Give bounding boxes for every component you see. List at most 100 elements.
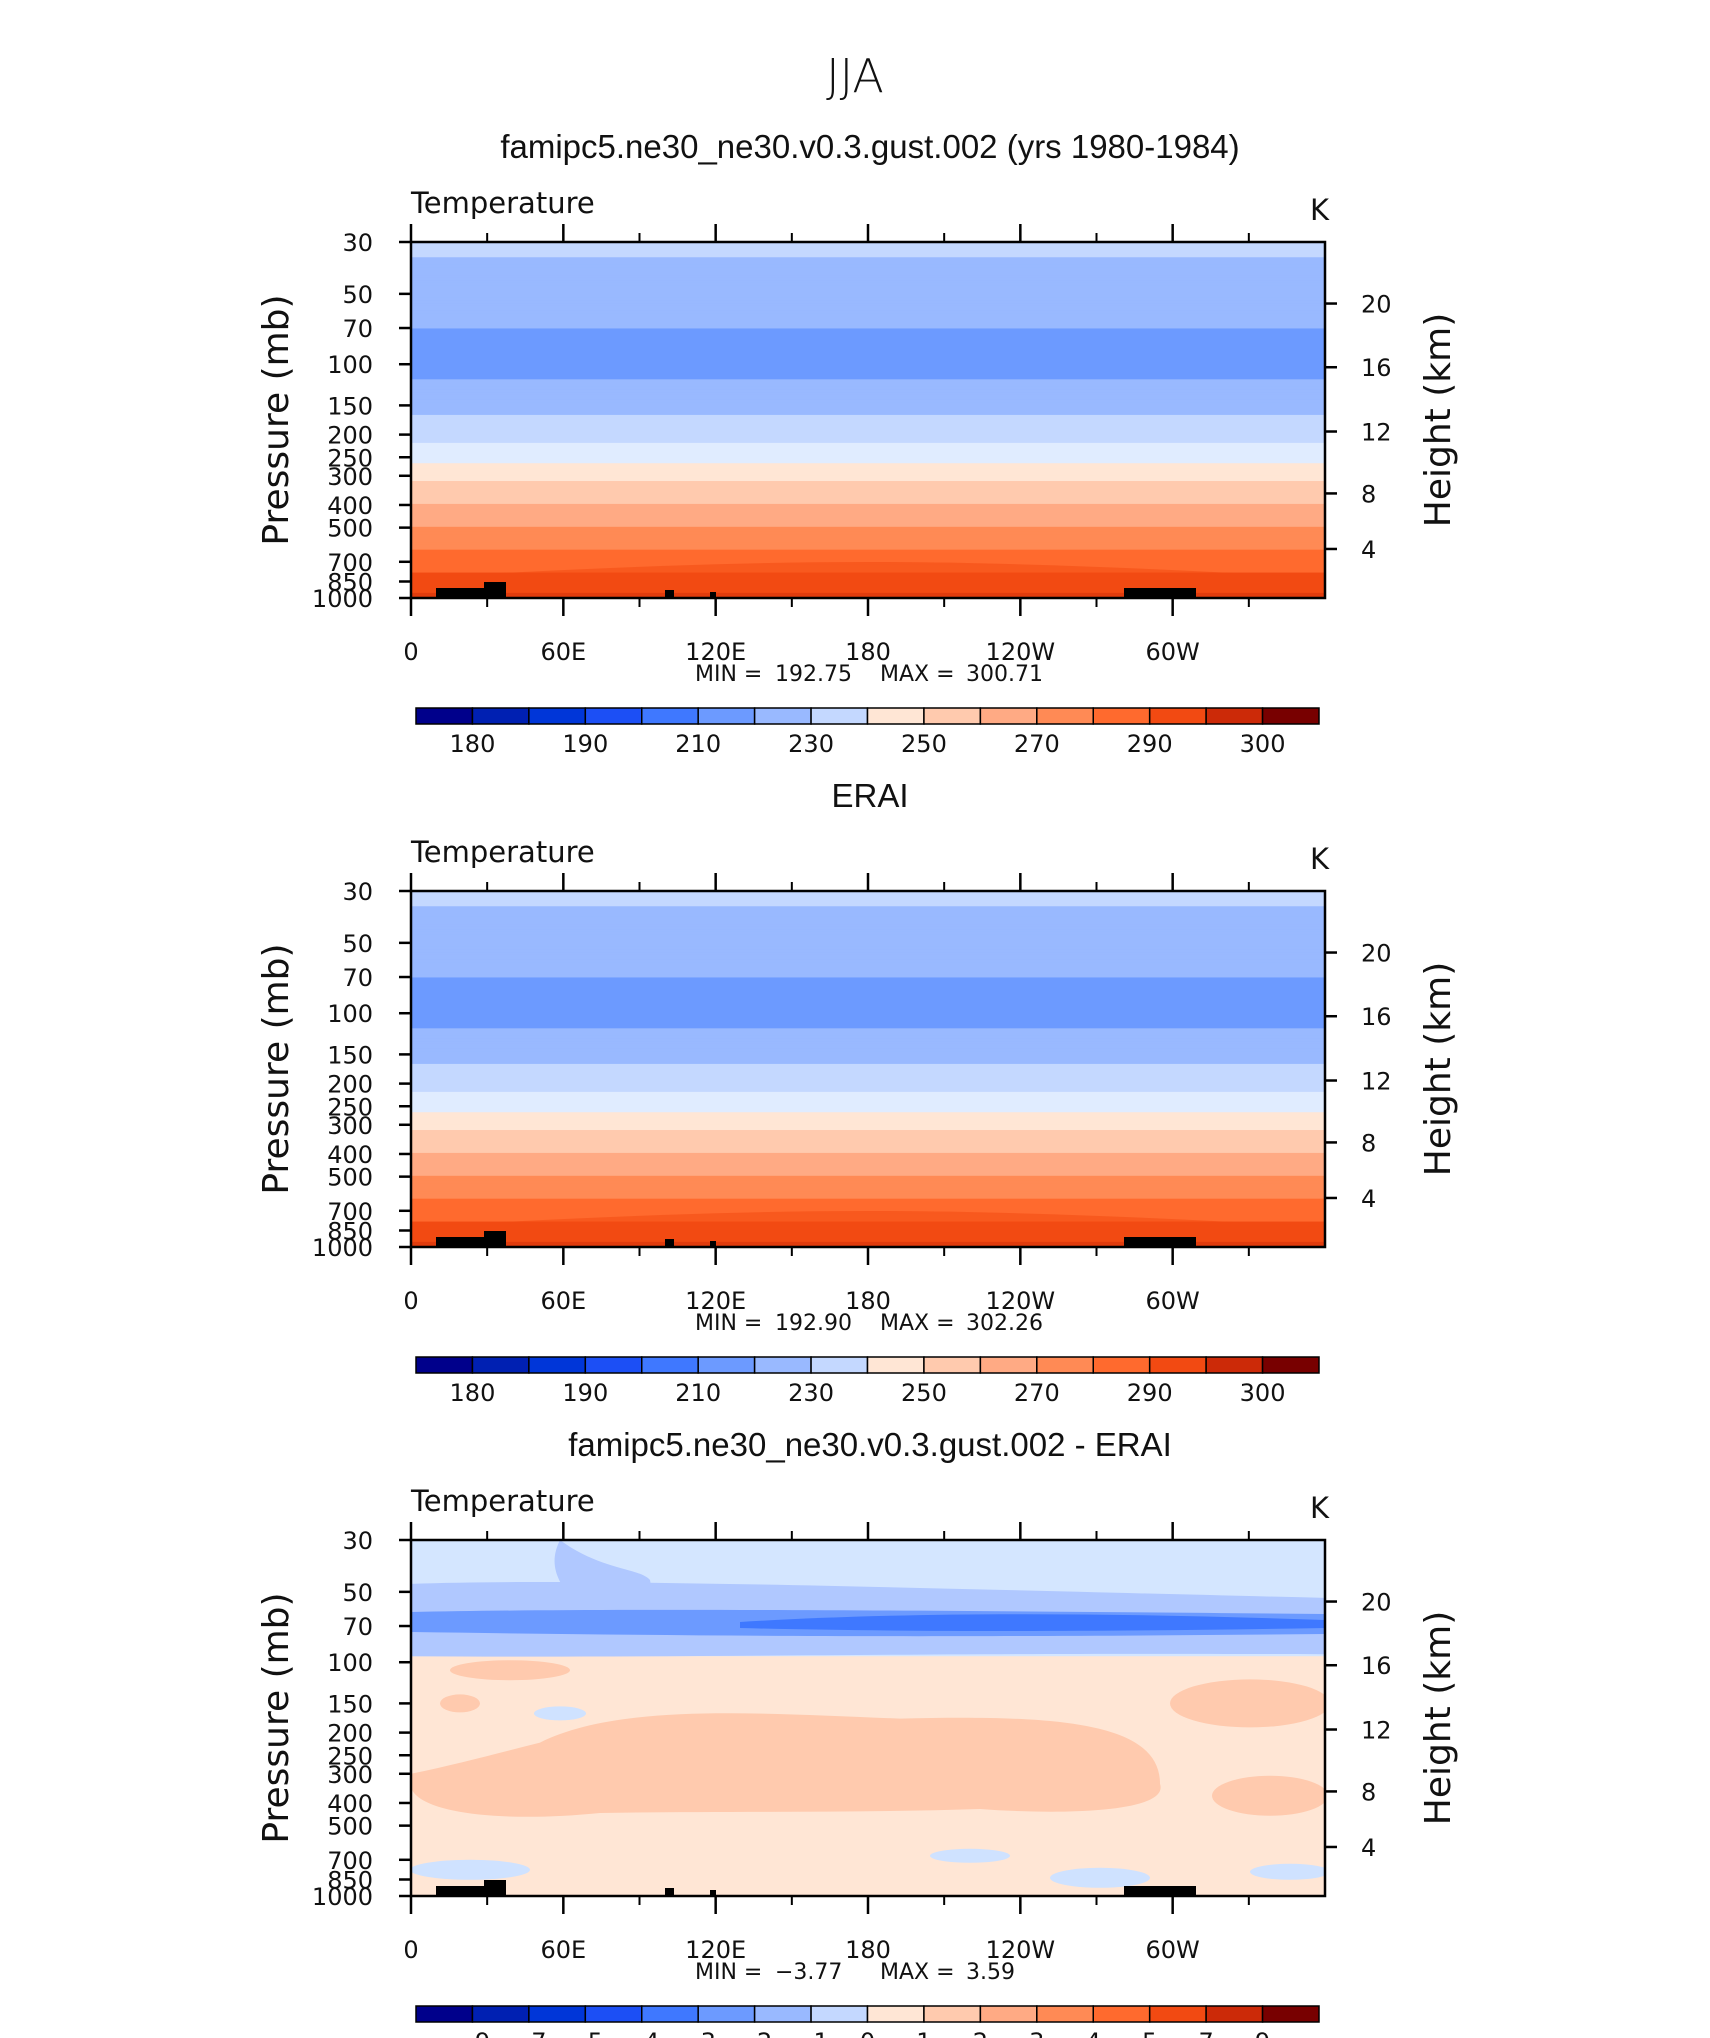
contour-band	[411, 244, 1325, 248]
contour-band	[411, 987, 1325, 991]
colorbar-label: 250	[901, 1379, 947, 1407]
contour-band	[411, 972, 1325, 976]
contour-band	[411, 536, 1325, 541]
contour-band	[411, 941, 1325, 945]
contour-band	[411, 521, 1325, 525]
colorbar-label: 250	[901, 730, 947, 758]
contour-band	[411, 921, 1325, 925]
contour-band	[411, 242, 1325, 246]
y-tick-label: 400	[327, 1790, 373, 1818]
contour-band	[411, 450, 1325, 454]
colorbar-swatch	[641, 2005, 699, 2023]
contour-band	[1170, 1679, 1325, 1728]
contour-band	[411, 262, 1325, 266]
contour-band	[411, 1043, 1325, 1047]
contour-band	[411, 440, 1325, 444]
y-tick-label: 500	[327, 515, 373, 543]
colorbar-swatch	[810, 707, 869, 725]
contour-band	[411, 343, 1325, 347]
contour-band	[411, 305, 1325, 309]
contour-band	[411, 300, 1325, 304]
contour-band	[411, 964, 1325, 968]
contour-band	[411, 1145, 1325, 1149]
y-tick-label: 500	[327, 1164, 373, 1192]
contour-band	[411, 318, 1325, 322]
x-tick-label: 60W	[1146, 1287, 1200, 1315]
contour-band	[411, 1038, 1325, 1042]
colorbar-label: 5	[1142, 2028, 1157, 2038]
contour-band	[411, 1007, 1325, 1012]
contour-band	[411, 269, 1325, 274]
contour-band	[411, 898, 1325, 902]
colorbar-label: −4	[624, 2028, 659, 2038]
colorbar-label: −3	[680, 2028, 715, 2038]
colorbar-swatch	[923, 2005, 982, 2023]
contour-band	[411, 1183, 1325, 1187]
contour-band	[411, 1185, 1325, 1190]
contour-band	[411, 412, 1325, 416]
contour-band	[411, 465, 1325, 469]
contour-band	[411, 514, 1325, 518]
contour-band	[411, 272, 1325, 276]
contour-band	[411, 432, 1325, 436]
colorbar-label: 180	[450, 1379, 496, 1407]
contour-band	[411, 389, 1325, 393]
variable-label: Temperature	[410, 186, 595, 220]
contour-band	[411, 1119, 1325, 1123]
y-axis-label: Pressure (mb)	[256, 943, 297, 1194]
y-tick-label: 300	[327, 1112, 373, 1140]
colorbar-swatch	[1148, 2005, 1207, 2023]
colorbar-label: 190	[562, 730, 608, 758]
y-tick-label: 30	[342, 229, 373, 257]
y-right-tick-label: 20	[1361, 1589, 1392, 1617]
contour-band	[411, 282, 1325, 286]
contour-band	[411, 501, 1325, 505]
contour-band	[411, 285, 1325, 289]
topography-mask	[1124, 1237, 1196, 1247]
max-value: 302.26	[966, 1311, 1043, 1336]
min-value: 192.75	[775, 662, 852, 687]
contour-band	[411, 509, 1325, 513]
contour-band	[411, 453, 1325, 457]
contour-band	[411, 264, 1325, 269]
contour-band	[411, 526, 1325, 530]
contour-band	[411, 333, 1325, 337]
topography-mask	[484, 1231, 506, 1247]
x-tick-label: 60E	[540, 1287, 586, 1315]
contour-band	[411, 1109, 1325, 1113]
contour-band	[411, 336, 1325, 340]
contour-band	[411, 924, 1325, 928]
contour-band	[411, 422, 1325, 426]
contour-band	[411, 308, 1325, 312]
chart-panel-2: ERAI Temperature K 0 60E 120E 180 120W 60W 30 50 70…	[256, 777, 1459, 1407]
contour-band	[411, 331, 1325, 335]
contour-band	[411, 1079, 1325, 1083]
y-right-tick-label: 4	[1361, 536, 1376, 564]
contour-band	[411, 549, 1325, 553]
contour-band	[411, 1130, 1325, 1134]
contour-band	[411, 481, 1325, 485]
y-tick-label: 500	[327, 1813, 373, 1841]
y-tick-label: 150	[327, 1041, 373, 1069]
contour-band	[411, 397, 1325, 401]
colorbar-swatch	[1261, 1356, 1320, 1374]
contour-band	[411, 369, 1325, 373]
contour-band	[411, 916, 1325, 920]
contour-band	[411, 1033, 1325, 1037]
contour-band	[411, 295, 1325, 299]
contour-band	[411, 1018, 1325, 1022]
colorbar-label: 4	[1086, 2028, 1101, 2038]
max-value: 3.59	[966, 1960, 1015, 1985]
contour-band	[411, 1084, 1325, 1088]
colorbar-swatch	[415, 1356, 474, 1374]
contour-band	[411, 1023, 1325, 1027]
contour-band	[411, 939, 1325, 943]
topography-mask	[665, 1239, 674, 1247]
y-tick-label: 850	[327, 1218, 373, 1246]
contour-band	[411, 992, 1325, 996]
contour-band	[411, 1163, 1325, 1167]
min-value: 192.90	[775, 1311, 852, 1336]
contour-band	[411, 1099, 1325, 1103]
colorbar-label: −2	[737, 2028, 772, 2038]
contour-band	[411, 1168, 1325, 1172]
